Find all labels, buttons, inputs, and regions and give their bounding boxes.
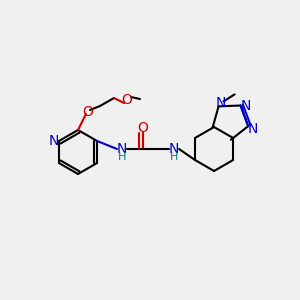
Text: N: N bbox=[240, 98, 251, 112]
Text: O: O bbox=[82, 105, 93, 119]
Text: H: H bbox=[118, 152, 126, 162]
Text: O: O bbox=[138, 121, 148, 135]
Text: H: H bbox=[170, 152, 178, 162]
Text: O: O bbox=[122, 93, 132, 107]
Text: N: N bbox=[215, 96, 226, 110]
Text: N: N bbox=[248, 122, 258, 136]
Text: N: N bbox=[117, 142, 127, 156]
Text: N: N bbox=[49, 134, 59, 148]
Text: N: N bbox=[169, 142, 179, 156]
